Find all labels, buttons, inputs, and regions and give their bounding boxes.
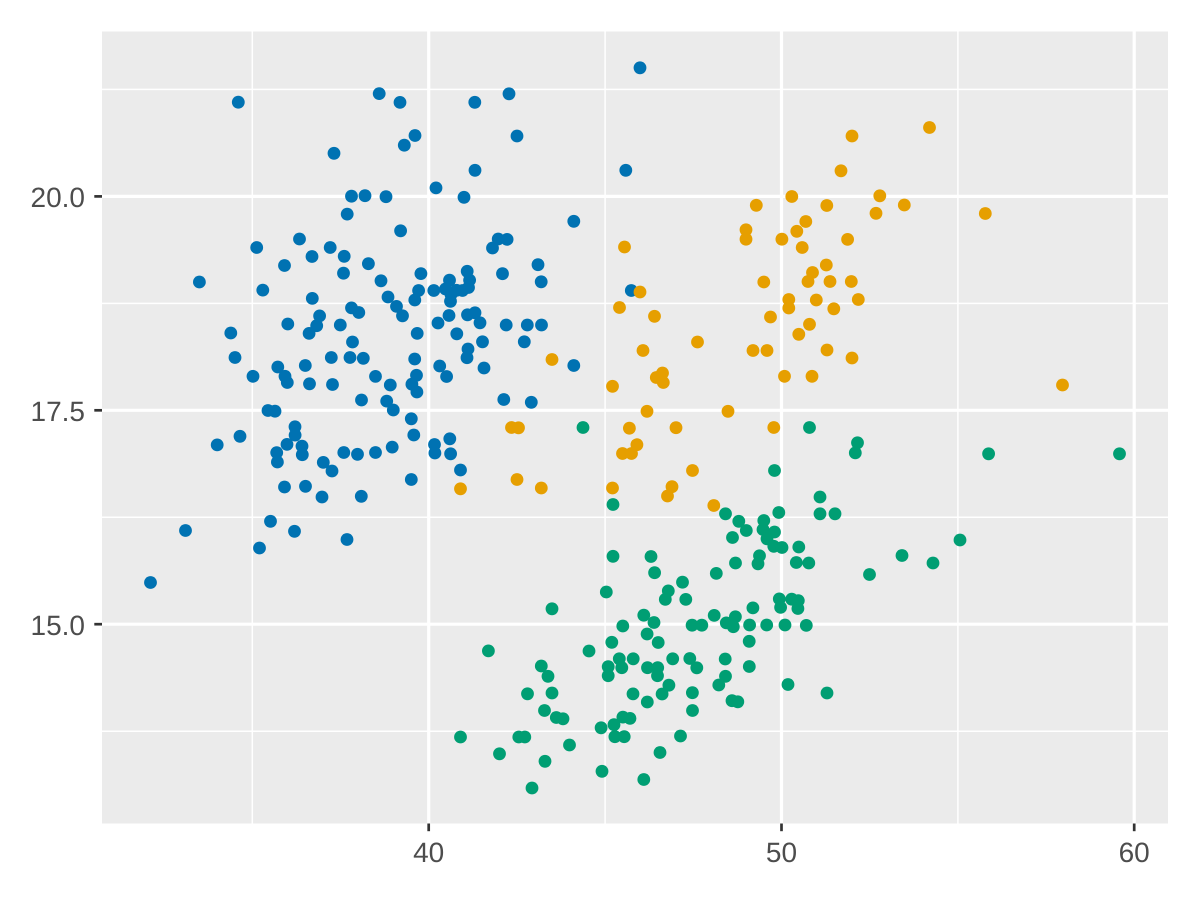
svg-text:40: 40 [413,837,444,868]
svg-text:17.5: 17.5 [31,396,86,427]
svg-text:20.0: 20.0 [31,182,86,213]
svg-text:15.0: 15.0 [31,610,86,641]
svg-text:60: 60 [1119,837,1150,868]
svg-text:50: 50 [766,837,797,868]
